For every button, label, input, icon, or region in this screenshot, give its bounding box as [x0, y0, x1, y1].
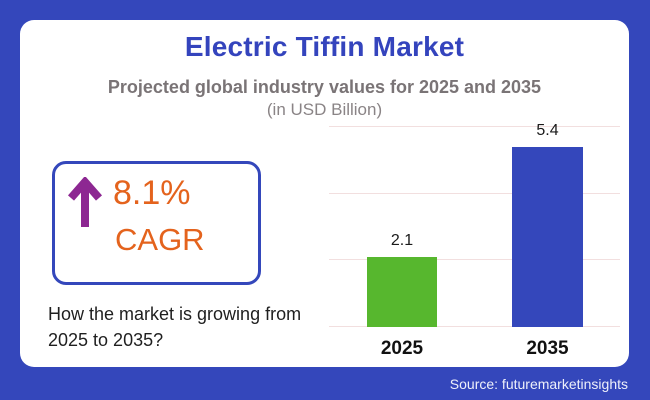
bar-chart-plot: 2.1 2025 5.4 2035 — [329, 122, 620, 359]
source-attribution: Source: futuremarketinsights — [449, 376, 628, 392]
x-axis-label-2035: 2035 — [526, 338, 569, 359]
cagr-label: CAGR — [115, 222, 205, 257]
bar-group-2035: 5.4 2035 — [512, 122, 583, 359]
bar-2025 — [367, 257, 437, 327]
bar-2035 — [512, 147, 583, 327]
cagr-highlight-box: 8.1% CAGR — [52, 161, 261, 285]
infographic-card: Electric Tiffin Market Projected global … — [20, 20, 629, 367]
cagr-value: 8.1% — [113, 174, 191, 212]
bar-value-label: 2.1 — [390, 232, 414, 249]
question-caption: How the market is growing from 2025 to 2… — [48, 304, 302, 350]
bar-group-2025: 2.1 2025 — [367, 127, 437, 359]
chart-subtitle: Projected global industry values for 202… — [107, 77, 542, 97]
unit-note: (in USD Billion) — [266, 100, 383, 119]
bar-value-label: 5.4 — [536, 122, 559, 139]
gridline — [329, 326, 620, 327]
growth-arrow-icon — [67, 177, 103, 227]
gridline — [329, 259, 620, 261]
x-axis-label-2025: 2025 — [380, 338, 424, 359]
page-title: Electric Tiffin Market — [184, 31, 465, 62]
gridline — [329, 126, 620, 127]
gridline — [329, 192, 620, 194]
